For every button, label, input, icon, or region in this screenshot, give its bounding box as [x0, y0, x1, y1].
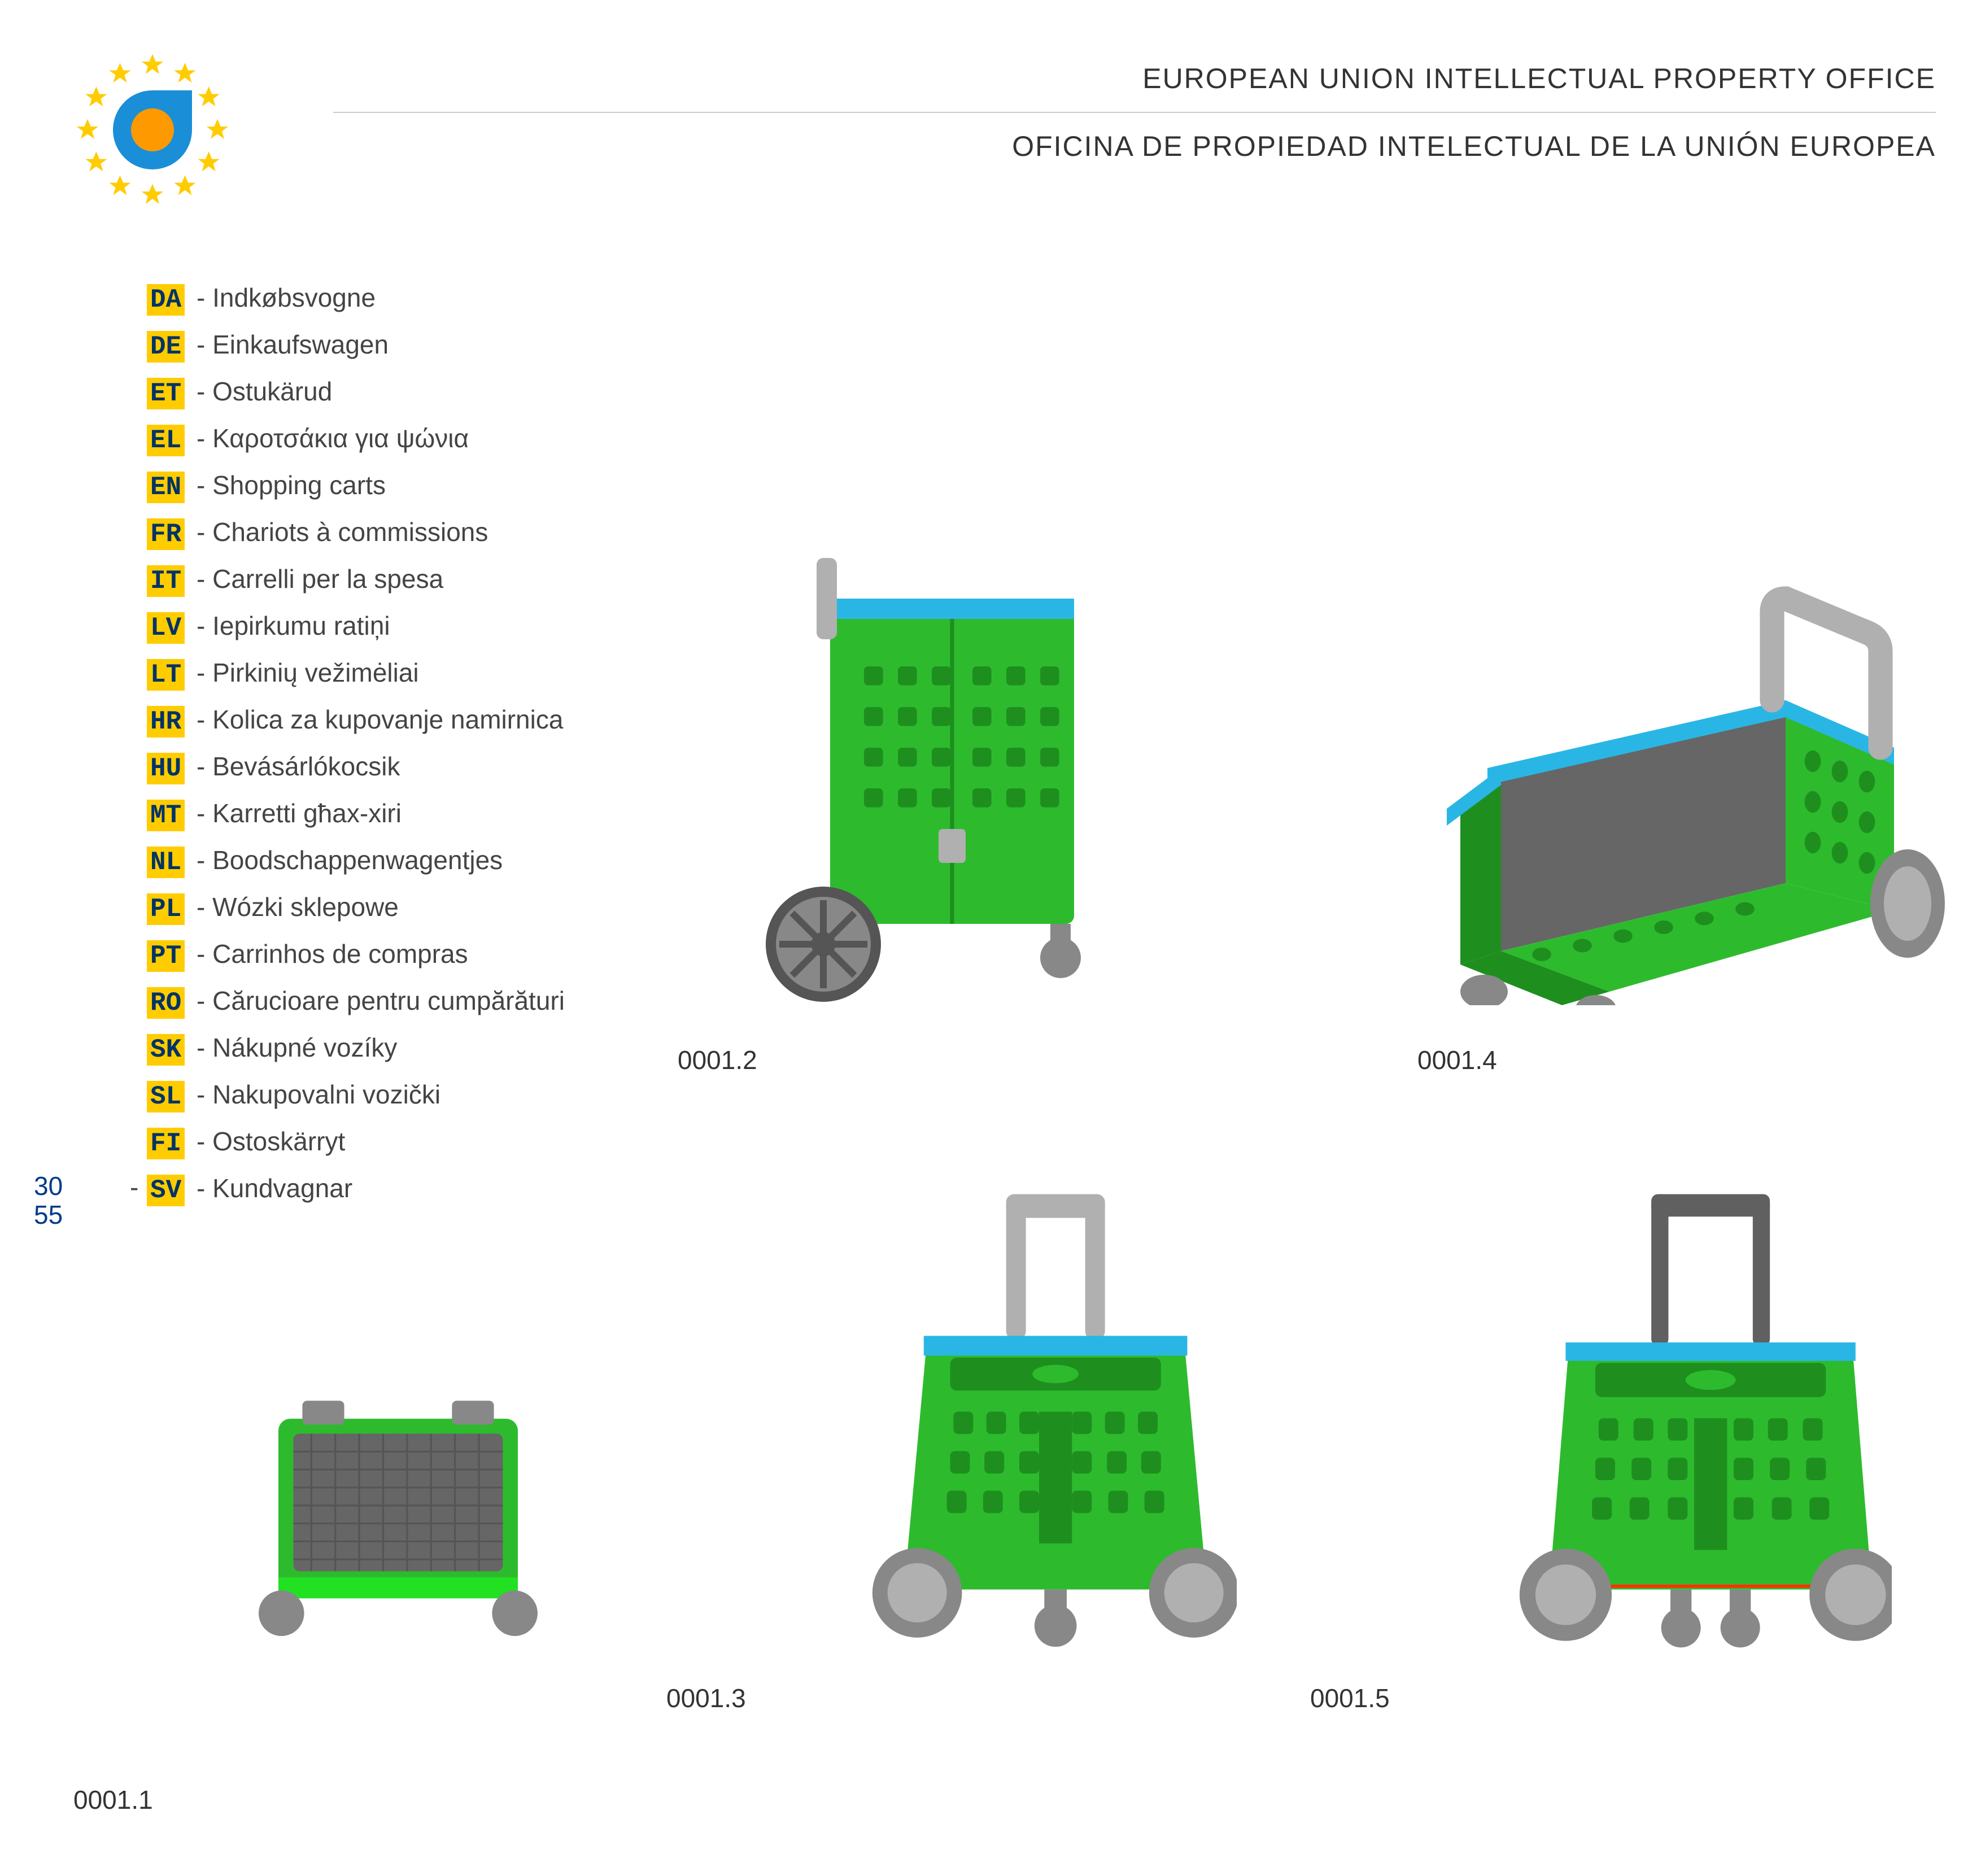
lang-label: - Karretti għax-xiri — [189, 799, 402, 828]
side-code-2: 55 — [34, 1201, 63, 1229]
lang-row-el: EL - Καροτσάκια για ψώνια — [147, 423, 565, 456]
lang-code: FR — [147, 518, 185, 550]
figure-1-caption: 0001.1 — [73, 1785, 153, 1815]
lang-row-ro: RO - Cărucioare pentru cumpărături — [147, 985, 565, 1019]
lang-row-en: EN - Shopping carts — [147, 470, 565, 503]
lang-row-fr: FR - Chariots à commissions — [147, 517, 565, 550]
figure-5: 0001.5 — [1468, 1163, 1920, 1713]
euipo-logo — [45, 45, 260, 215]
lang-label: - Chariots à commissions — [189, 517, 488, 547]
figure-2-caption: 0001.2 — [678, 1045, 1186, 1075]
side-dash: - — [130, 1172, 138, 1202]
lang-code: DE — [147, 331, 185, 363]
figure-2: 0001.2 — [678, 508, 1186, 1075]
lang-label: - Nákupné vozíky — [189, 1033, 397, 1062]
lang-code: HR — [147, 706, 185, 738]
lang-row-pl: PL - Wózki sklepowe — [147, 892, 565, 925]
figure-3: 0001.3 — [813, 1163, 1265, 1713]
lang-code: HU — [147, 753, 185, 784]
lang-row-lv: LV - Iepirkumu ratiņi — [147, 610, 565, 644]
cart-front-icon — [841, 1168, 1237, 1662]
side-code: 30 55 — [34, 1172, 63, 1229]
lang-label: - Καροτσάκια για ψώνια — [189, 424, 469, 453]
figure-4-caption: 0001.4 — [1417, 1045, 1960, 1075]
lang-label: - Iepirkumu ratiņi — [189, 611, 390, 640]
lang-code: PT — [147, 940, 185, 972]
lang-label: - Bevásárlókocsik — [189, 752, 400, 781]
lang-row-da: DA - Indkøbsvogne — [147, 282, 565, 316]
lang-code: NL — [147, 847, 185, 878]
lang-code: PL — [147, 893, 185, 925]
lang-code: SV — [147, 1175, 185, 1206]
lang-label: - Kundvagnar — [189, 1173, 352, 1203]
lang-label: - Ostoskärryt — [189, 1127, 345, 1156]
lang-label: - Einkaufswagen — [189, 330, 389, 359]
lang-label: - Carrinhos de compras — [189, 939, 468, 968]
lang-label: - Cărucioare pentru cumpărături — [189, 986, 565, 1015]
figure-1 — [186, 1327, 610, 1666]
lang-label: - Ostukärud — [189, 377, 332, 406]
lang-row-hu: HU - Bevásárlókocsik — [147, 751, 565, 784]
lang-code: EL — [147, 425, 185, 456]
lang-row-lt: LT - Pirkinių vežimėliai — [147, 657, 565, 691]
lang-code: LT — [147, 659, 185, 691]
lang-code: SL — [147, 1081, 185, 1112]
lang-row-sv: SV - Kundvagnar — [147, 1173, 565, 1206]
lang-row-et: ET - Ostukärud — [147, 376, 565, 409]
lang-row-it: IT - Carrelli per la spesa — [147, 564, 565, 597]
lang-code: IT — [147, 565, 185, 597]
lang-code: SK — [147, 1034, 185, 1066]
lang-row-sl: SL - Nakupovalni vozički — [147, 1079, 565, 1112]
lang-label: - Shopping carts — [189, 470, 386, 500]
lang-row-hr: HR - Kolica za kupovanje namirnica — [147, 704, 565, 738]
cart-top-icon — [217, 1347, 579, 1646]
lang-label: - Kolica za kupovanje namirnica — [189, 705, 563, 734]
figure-3-caption: 0001.3 — [666, 1683, 1265, 1713]
lang-code: DA — [147, 284, 185, 316]
lang-label: - Pirkinių vežimėliai — [189, 658, 418, 687]
lang-code: LV — [147, 612, 185, 644]
figure-5-caption: 0001.5 — [1310, 1683, 1920, 1713]
header-title-es: OFICINA DE PROPIEDAD INTELECTUAL DE LA U… — [333, 130, 1936, 163]
lang-code: FI — [147, 1128, 185, 1159]
lang-label: - Indkøbsvogne — [189, 283, 376, 312]
cart-folded-icon — [728, 531, 1135, 1005]
lang-row-mt: MT - Karretti għax-xiri — [147, 798, 565, 831]
lang-label: - Carrelli per la spesa — [189, 564, 443, 594]
lang-label: - Wózki sklepowe — [189, 892, 399, 922]
lang-label: - Boodschappenwagentjes — [189, 845, 503, 875]
figure-4: 0001.4 — [1395, 508, 1960, 1075]
lang-code: EN — [147, 472, 185, 503]
lang-row-fi: FI - Ostoskärryt — [147, 1126, 565, 1159]
lang-code: RO — [147, 987, 185, 1019]
lang-code: ET — [147, 378, 185, 409]
cart-back-icon — [1496, 1168, 1892, 1662]
lang-row-nl: NL - Boodschappenwagentjes — [147, 845, 565, 878]
lang-row-pt: PT - Carrinhos de compras — [147, 939, 565, 972]
lang-row-de: DE - Einkaufswagen — [147, 329, 565, 363]
header-divider — [333, 112, 1936, 113]
lang-code: MT — [147, 800, 185, 831]
cart-perspective-icon — [1406, 531, 1948, 1005]
language-list: DA - IndkøbsvogneDE - EinkaufswagenET - … — [147, 282, 565, 1220]
side-code-1: 30 — [34, 1172, 63, 1201]
lang-label: - Nakupovalni vozički — [189, 1080, 440, 1109]
lang-row-sk: SK - Nákupné vozíky — [147, 1032, 565, 1066]
header-title-en: EUROPEAN UNION INTELLECTUAL PROPERTY OFF… — [333, 62, 1936, 95]
